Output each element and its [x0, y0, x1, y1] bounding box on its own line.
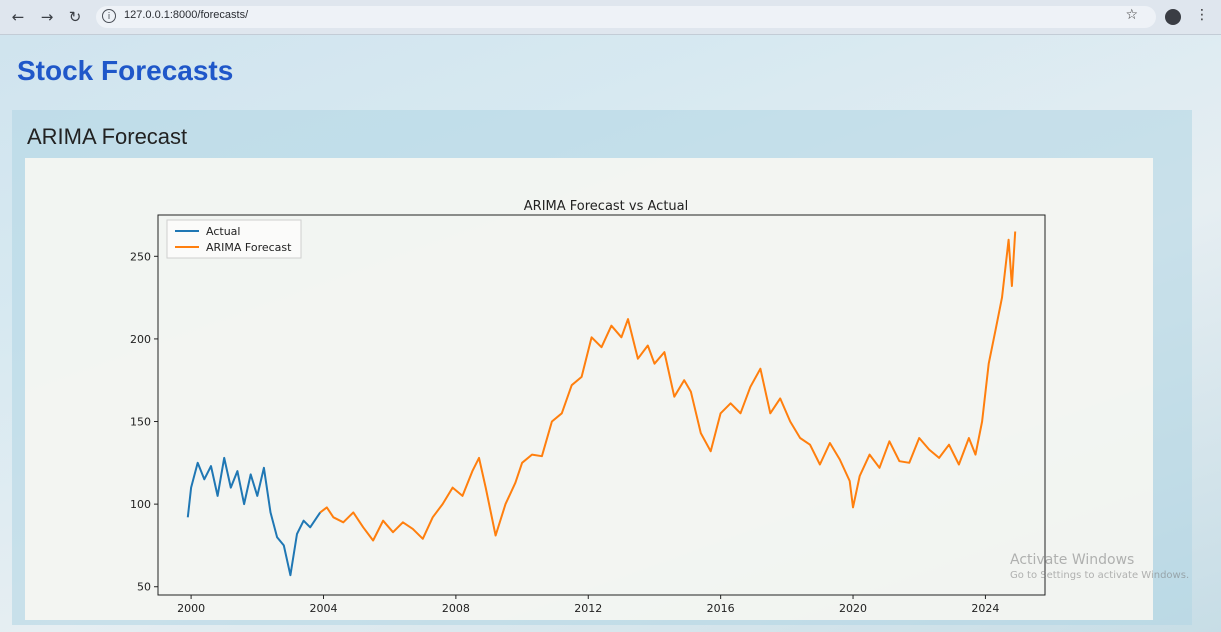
address-bar[interactable]: i 127.0.0.1:8000/forecasts/ ☆ [96, 6, 1156, 28]
series-line-forecast [319, 231, 1017, 542]
y-tick-label: 50 [137, 581, 151, 594]
reload-icon[interactable]: ↻ [68, 8, 82, 26]
star-icon[interactable]: ☆ [1125, 7, 1138, 23]
y-tick-label: 250 [130, 250, 151, 263]
chart-card: ARIMA Forecast vs Actual 2000 2004 2008 201… [25, 158, 1153, 620]
forward-icon[interactable]: → [40, 8, 54, 26]
legend-label-forecast: ARIMA Forecast [206, 241, 292, 254]
y-tick-label: 150 [130, 416, 151, 429]
x-tick-label: 2008 [442, 602, 470, 615]
watermark-line2: Go to Settings to activate Windows. [1010, 570, 1190, 581]
x-tick-label: 2020 [839, 602, 867, 615]
menu-icon[interactable]: ⋮ [1195, 7, 1209, 23]
y-tick-label: 100 [130, 498, 151, 511]
x-tick-label: 2012 [574, 602, 602, 615]
forecast-chart: ARIMA Forecast vs Actual 2000 2004 2008 201… [130, 199, 1046, 615]
page-title: Stock Forecasts [17, 55, 234, 86]
x-tick-label: 2024 [971, 602, 999, 615]
chart-title: ARIMA Forecast vs Actual [524, 199, 688, 214]
info-icon[interactable]: i [102, 9, 116, 23]
section-title: ARIMA Forecast [27, 124, 188, 149]
avatar[interactable] [1165, 9, 1181, 25]
x-tick-label: 2004 [309, 602, 337, 615]
plot-frame [157, 214, 1046, 596]
windows-activation-watermark: Activate Windows Go to Settings to activ… [1010, 552, 1189, 581]
x-tick-label: 2016 [707, 602, 735, 615]
back-icon[interactable]: ← [11, 8, 25, 26]
x-tick-label: 2000 [177, 602, 205, 615]
legend-box [166, 219, 302, 259]
legend: Actual ARIMA Forecast [166, 219, 302, 259]
browser-toolbar: ← → ↻ i 127.0.0.1:8000/forecasts/ ☆ ⋮ [0, 0, 1221, 35]
y-tick-label: 200 [130, 333, 151, 346]
url-text: 127.0.0.1:8000/forecasts/ [124, 9, 249, 21]
legend-label-actual: Actual [206, 225, 240, 238]
watermark-line1: Activate Windows [1010, 552, 1135, 568]
series-line-actual [186, 456, 322, 577]
